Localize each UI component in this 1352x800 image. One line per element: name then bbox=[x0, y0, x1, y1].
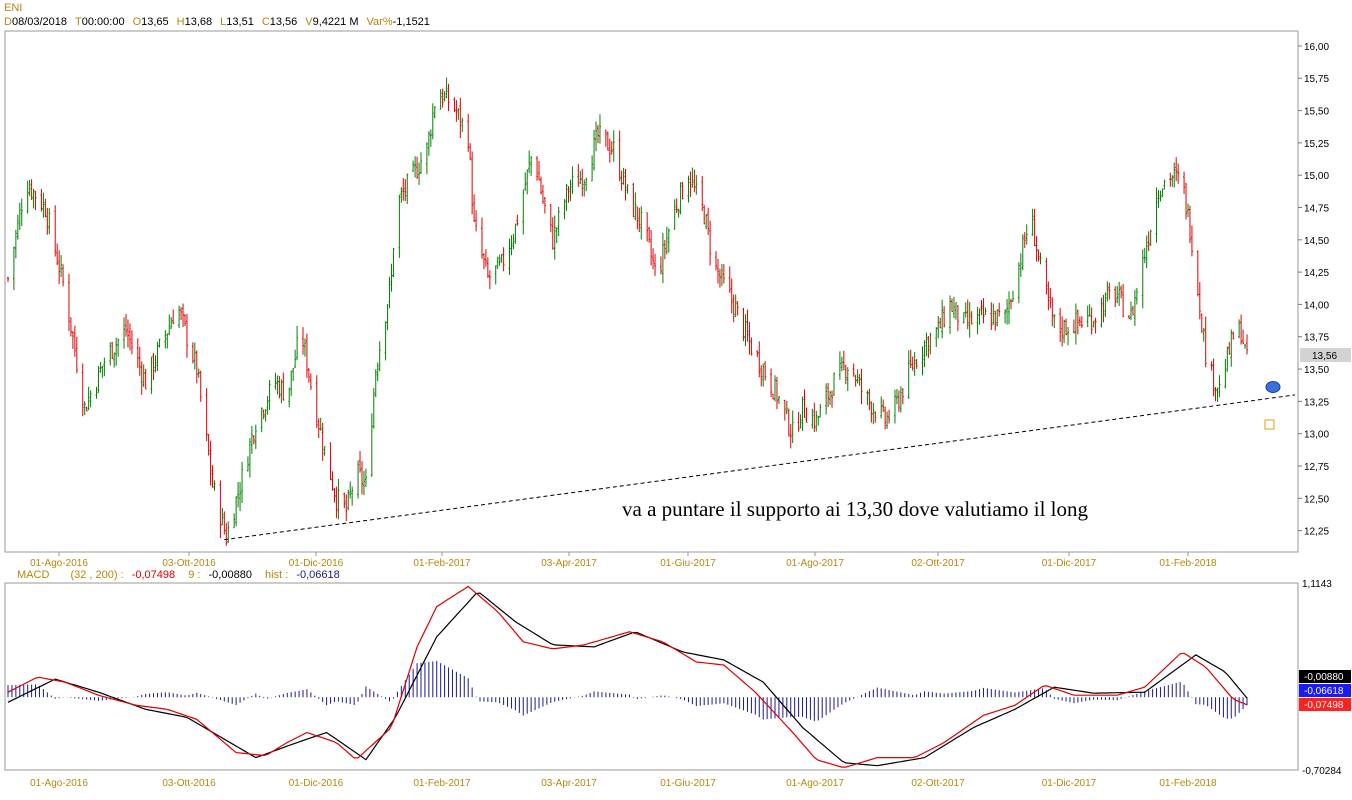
target-point-marker[interactable] bbox=[1265, 381, 1281, 393]
signal-value-box-text: -0,00880 bbox=[1304, 672, 1344, 683]
macd-date-tick: 03-Ott-2016 bbox=[162, 778, 216, 789]
price-date-tick: 03-Apr-2017 bbox=[541, 558, 597, 569]
price-panel-frame bbox=[4, 30, 1299, 553]
header-key: L bbox=[220, 16, 227, 28]
signal-value-box bbox=[1299, 670, 1351, 683]
macd-axis-top: 1,1143 bbox=[1302, 579, 1332, 590]
header-key: H bbox=[176, 16, 185, 28]
macd-date-tick: 01-Feb-2018 bbox=[1159, 778, 1217, 789]
price-tick-label: 13,00 bbox=[1304, 430, 1329, 441]
macd-date-tick: 02-Ott-2017 bbox=[911, 778, 965, 789]
price-date-tick: 01-Ago-2017 bbox=[786, 558, 844, 569]
macd-date-tick: 01-Giu-2017 bbox=[660, 778, 716, 789]
price-tick-label: 16,00 bbox=[1304, 42, 1329, 53]
macd-params: (32 , 200) : bbox=[70, 569, 124, 581]
header-key: O bbox=[132, 16, 142, 28]
price-date-tick: 01-Dic-2017 bbox=[1042, 558, 1097, 569]
header-value: 13,65 bbox=[141, 16, 169, 28]
header-value: 13,68 bbox=[184, 16, 213, 28]
macd-name: MACD bbox=[17, 569, 50, 581]
macd-date-tick: 01-Dic-2016 bbox=[289, 778, 344, 789]
macd-date-tick: 01-Dic-2017 bbox=[1042, 778, 1097, 789]
macd-legend: MACD (32 , 200) : -0,07498 9 : -0,00880 … bbox=[17, 569, 340, 581]
hist-value-box-text: -0,06618 bbox=[1304, 686, 1344, 697]
support-trendline bbox=[224, 394, 1296, 541]
price-tick-label: 14,75 bbox=[1304, 203, 1329, 214]
price-tick-label: 12,25 bbox=[1304, 527, 1329, 538]
macd-date-tick: 01-Ago-2016 bbox=[30, 778, 88, 789]
price-tick-label: 14,50 bbox=[1304, 236, 1329, 247]
header-key: D bbox=[4, 16, 12, 28]
header-value: 13,51 bbox=[226, 16, 254, 28]
macd-date-tick: 03-Apr-2017 bbox=[541, 778, 597, 789]
macd-value-box bbox=[1299, 698, 1351, 711]
header-key: V bbox=[305, 16, 313, 28]
price-tick-label: 13,75 bbox=[1304, 333, 1329, 344]
signal-value: -0,00880 bbox=[208, 569, 252, 581]
price-date-tick: 01-Giu-2017 bbox=[660, 558, 716, 569]
price-date-tick: 01-Feb-2018 bbox=[1159, 558, 1217, 569]
hist-value-box bbox=[1299, 684, 1351, 697]
header-key: T bbox=[75, 16, 82, 28]
hist-value: -0,06618 bbox=[296, 569, 340, 581]
ohlc-header: D08/03/2018 T00:00:00 O13,65 H13,68 L13,51 C1… bbox=[4, 16, 438, 28]
header-value: -1,1521 bbox=[392, 16, 430, 28]
instrument-title: ENI bbox=[4, 2, 23, 14]
price-tick-label: 15,75 bbox=[1304, 74, 1329, 85]
chart-annotation: va a puntare il supporto ai 13,30 dove v… bbox=[622, 497, 1088, 521]
price-tick-label: 15,50 bbox=[1304, 107, 1329, 118]
price-tick-label: 13,50 bbox=[1304, 365, 1329, 376]
header-key: Var% bbox=[366, 16, 393, 28]
price-tick-label: 15,25 bbox=[1304, 139, 1329, 150]
price-tick-label: 13,25 bbox=[1304, 397, 1329, 408]
square-marker[interactable] bbox=[1264, 419, 1275, 430]
last-price-box bbox=[1300, 348, 1351, 362]
price-tick-label: 14,00 bbox=[1304, 300, 1329, 311]
macd-value: -0,07498 bbox=[131, 569, 176, 581]
macd-line bbox=[7, 585, 1248, 768]
price-date-tick: 02-Ott-2017 bbox=[911, 558, 965, 569]
hist-label: hist : bbox=[265, 569, 289, 581]
price-tick-label: 12,75 bbox=[1304, 462, 1329, 473]
price-tick-label: 15,00 bbox=[1304, 171, 1329, 182]
macd-axis-bottom: -0,70284 bbox=[1302, 766, 1342, 777]
price-date-tick: 01-Dic-2016 bbox=[289, 558, 344, 569]
price-date-tick: 01-Feb-2017 bbox=[413, 558, 471, 569]
signal-line bbox=[7, 592, 1248, 767]
header-key: C bbox=[261, 16, 270, 28]
price-date-tick: 01-Ago-2016 bbox=[30, 558, 88, 569]
header-value: 08/03/2018 bbox=[11, 16, 68, 28]
price-tick-label: 12,50 bbox=[1304, 494, 1329, 505]
macd-date-tick: 01-Feb-2017 bbox=[413, 778, 471, 789]
macd-panel-frame bbox=[4, 582, 1299, 771]
signal-label: 9 : bbox=[188, 569, 201, 581]
header-value: 9,4221 M bbox=[312, 16, 359, 28]
price-tick-label: 14,25 bbox=[1304, 268, 1329, 279]
last-price-label: 13,56 bbox=[1312, 351, 1337, 362]
header-value: 13,56 bbox=[269, 16, 298, 28]
price-date-tick: 03-Ott-2016 bbox=[162, 558, 216, 569]
macd-date-tick: 01-Ago-2017 bbox=[786, 778, 844, 789]
header-value: 00:00:00 bbox=[81, 16, 125, 28]
macd-value-box-text: -0,07498 bbox=[1304, 700, 1344, 711]
